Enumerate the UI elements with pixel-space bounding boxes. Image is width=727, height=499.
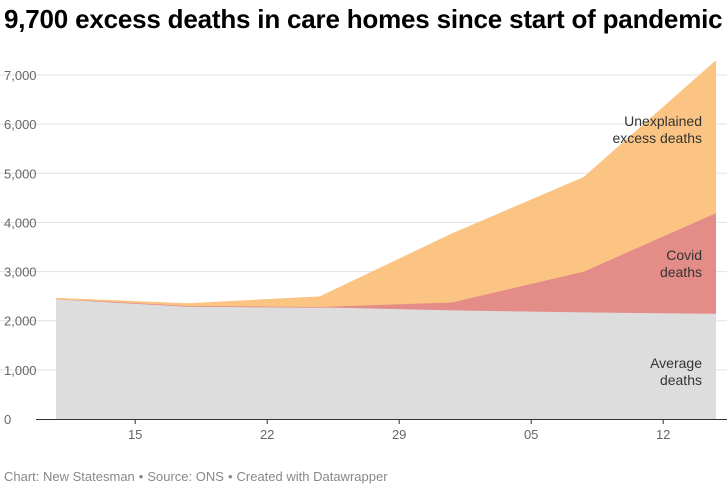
y-tick-label: 4,000: [4, 215, 37, 230]
area-series: [55, 60, 717, 419]
separator-dot: •: [227, 469, 233, 484]
y-tick-label: 7,000: [4, 68, 37, 83]
y-tick-label: 5,000: [4, 166, 37, 181]
x-tick-label: 12: [656, 427, 670, 442]
chart-title: 9,700 excess deaths in care homes since …: [4, 4, 723, 34]
y-tick-label: 2,000: [4, 314, 37, 329]
footer: Chart: New Statesman • Source: ONS • Created…: [4, 469, 388, 484]
area-unexplained: [56, 61, 716, 308]
x-tick-label: 22: [260, 427, 274, 442]
y-tick-label: 6,000: [4, 117, 37, 132]
series-labels: Average deaths Covid deaths Unexplained exces…: [613, 113, 703, 388]
separator-dot: •: [138, 469, 144, 484]
datawrapper-credit[interactable]: Created with Datawrapper: [236, 469, 388, 484]
series-label-unexplained: Unexplained excess deaths: [613, 113, 703, 146]
y-axis-labels: 0 1,000 2,000 3,000 4,000 5,000 6,000 7,000: [4, 68, 37, 427]
stacked-area-chart: 0 1,000 2,000 3,000 4,000 5,000 6,000 7,000 15 2…: [0, 60, 727, 442]
y-tick-label: 1,000: [4, 363, 37, 378]
series-label-covid: Covid deaths: [660, 247, 702, 280]
x-tick-label: 05: [524, 427, 538, 442]
series-label-average: Average deaths: [650, 355, 702, 388]
area-average: [56, 298, 716, 419]
chart-credit: Chart: New Statesman: [4, 469, 135, 484]
x-tick-label: 15: [128, 427, 142, 442]
y-tick-label: 3,000: [4, 265, 37, 280]
y-tick-label: 0: [4, 412, 11, 427]
x-axis: 15 22 29 05 12: [36, 419, 727, 442]
source-credit: Source: ONS: [147, 469, 224, 484]
area-edge-unexplained: [55, 60, 717, 305]
area-covid: [56, 213, 716, 314]
x-tick-label: 29: [392, 427, 406, 442]
